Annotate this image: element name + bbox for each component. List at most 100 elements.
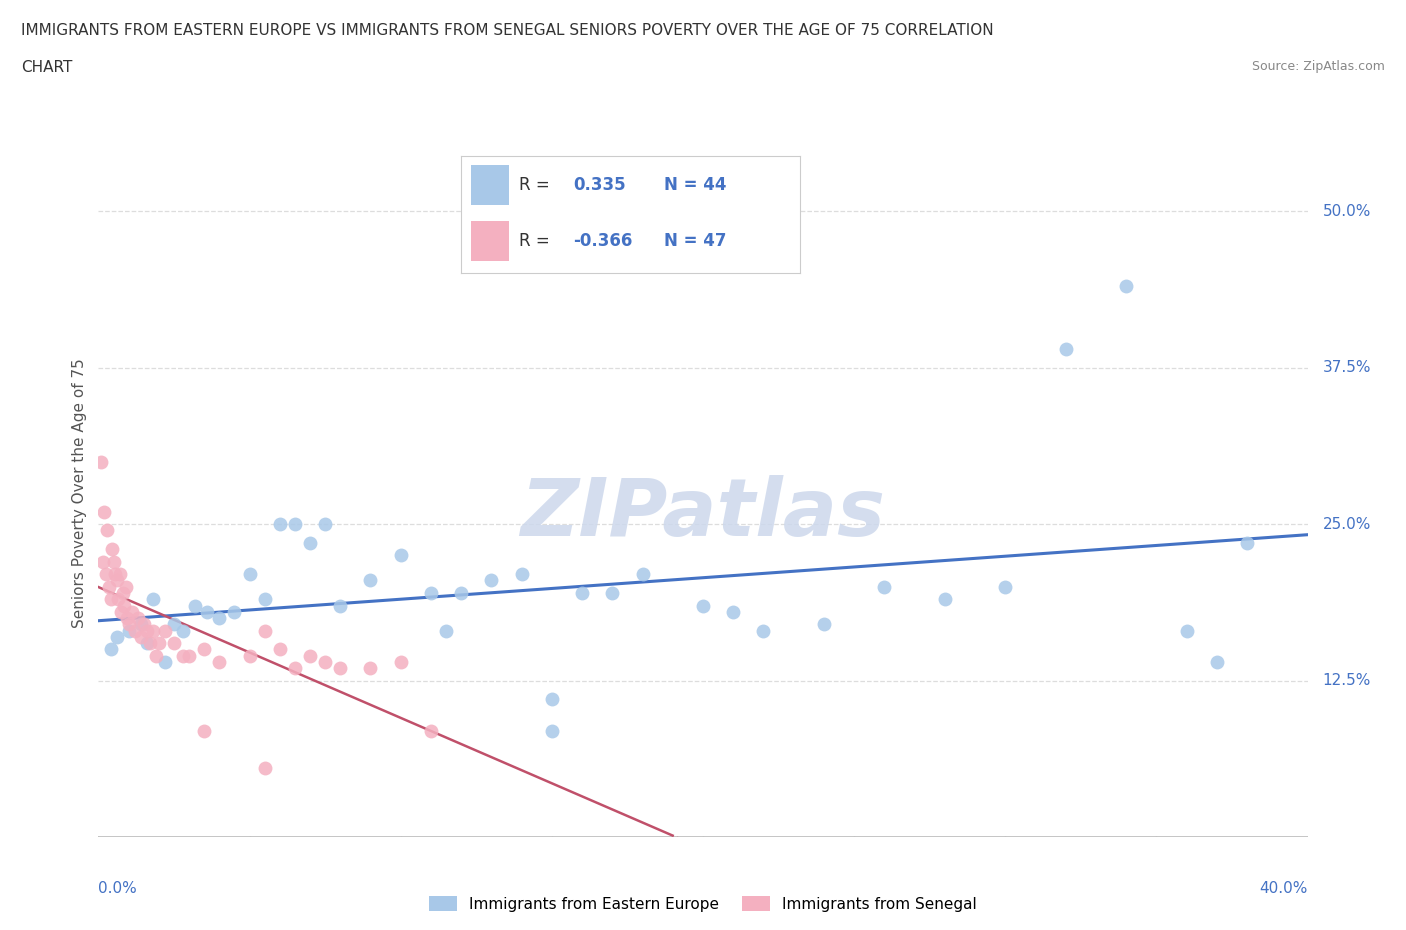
Point xyxy=(108,566,131,581)
Point xyxy=(1236,536,1258,551)
Point xyxy=(110,604,132,619)
Text: Source: ZipAtlas.com: Source: ZipAtlas.com xyxy=(1251,60,1385,73)
Point xyxy=(112,598,135,613)
Point xyxy=(114,579,136,594)
Point xyxy=(121,604,143,619)
Point xyxy=(269,642,291,657)
Point xyxy=(1115,279,1137,294)
Point xyxy=(105,573,128,588)
Point xyxy=(329,660,352,675)
Point xyxy=(129,630,152,644)
Point xyxy=(934,591,956,606)
Point xyxy=(184,598,207,613)
Point xyxy=(208,655,231,670)
Point xyxy=(873,579,896,594)
Point xyxy=(1175,623,1198,638)
Point xyxy=(100,642,122,657)
Point xyxy=(253,623,276,638)
Point xyxy=(269,517,291,532)
Point xyxy=(90,454,112,469)
Point xyxy=(329,598,352,613)
Point xyxy=(193,642,215,657)
Point xyxy=(239,648,262,663)
Point xyxy=(723,604,745,619)
Point xyxy=(145,648,167,663)
Point xyxy=(195,604,218,619)
Point xyxy=(105,630,128,644)
Y-axis label: Seniors Poverty Over the Age of 75: Seniors Poverty Over the Age of 75 xyxy=(72,358,87,628)
Point xyxy=(752,623,775,638)
Point xyxy=(314,517,336,532)
Point xyxy=(813,617,835,631)
Point xyxy=(420,724,443,738)
Point xyxy=(994,579,1017,594)
Point xyxy=(98,579,121,594)
Point xyxy=(142,623,165,638)
Text: 12.5%: 12.5% xyxy=(1323,673,1371,688)
Point xyxy=(389,655,412,670)
Point xyxy=(142,591,165,606)
Point xyxy=(127,611,149,626)
Point xyxy=(163,617,186,631)
Point xyxy=(1054,341,1077,356)
Point xyxy=(540,724,562,738)
Point xyxy=(93,504,115,519)
Point xyxy=(284,660,307,675)
Text: ZIPatlas: ZIPatlas xyxy=(520,474,886,552)
Point xyxy=(100,591,122,606)
Point xyxy=(360,573,382,588)
Point xyxy=(179,648,201,663)
Point xyxy=(602,586,624,601)
Point xyxy=(129,617,152,631)
Point xyxy=(118,617,141,631)
Point xyxy=(153,623,176,638)
Point xyxy=(101,542,124,557)
Point xyxy=(299,536,322,551)
Point xyxy=(172,648,194,663)
Point xyxy=(103,554,125,569)
Point xyxy=(253,591,276,606)
Point xyxy=(299,648,322,663)
Point xyxy=(420,586,443,601)
Text: IMMIGRANTS FROM EASTERN EUROPE VS IMMIGRANTS FROM SENEGAL SENIORS POVERTY OVER T: IMMIGRANTS FROM EASTERN EUROPE VS IMMIGR… xyxy=(21,23,994,38)
Point xyxy=(314,655,336,670)
Point xyxy=(253,761,276,776)
Point xyxy=(118,623,141,638)
Point xyxy=(450,586,472,601)
Point xyxy=(139,635,162,650)
Point xyxy=(91,554,114,569)
Text: CHART: CHART xyxy=(21,60,73,75)
Point xyxy=(571,586,593,601)
Point xyxy=(111,586,134,601)
Point xyxy=(208,611,231,626)
Legend: Immigrants from Eastern Europe, Immigrants from Senegal: Immigrants from Eastern Europe, Immigran… xyxy=(423,889,983,918)
Point xyxy=(115,611,138,626)
Point xyxy=(360,660,382,675)
Point xyxy=(104,566,127,581)
Point xyxy=(148,635,170,650)
Point xyxy=(239,566,262,581)
Text: 0.0%: 0.0% xyxy=(98,881,138,896)
Point xyxy=(135,623,157,638)
Point xyxy=(284,517,307,532)
Point xyxy=(434,623,457,638)
Point xyxy=(692,598,714,613)
Point xyxy=(540,692,562,707)
Point xyxy=(153,655,176,670)
Point xyxy=(1206,655,1229,670)
Point xyxy=(510,566,533,581)
Point xyxy=(631,566,654,581)
Point xyxy=(124,623,146,638)
Point xyxy=(163,635,186,650)
Point xyxy=(94,566,117,581)
Point xyxy=(172,623,194,638)
Text: 50.0%: 50.0% xyxy=(1323,204,1371,219)
Point xyxy=(389,548,412,563)
Point xyxy=(481,573,503,588)
Point xyxy=(135,635,157,650)
Text: 25.0%: 25.0% xyxy=(1323,517,1371,532)
Text: 37.5%: 37.5% xyxy=(1323,360,1371,376)
Point xyxy=(224,604,246,619)
Point xyxy=(193,724,215,738)
Point xyxy=(132,617,155,631)
